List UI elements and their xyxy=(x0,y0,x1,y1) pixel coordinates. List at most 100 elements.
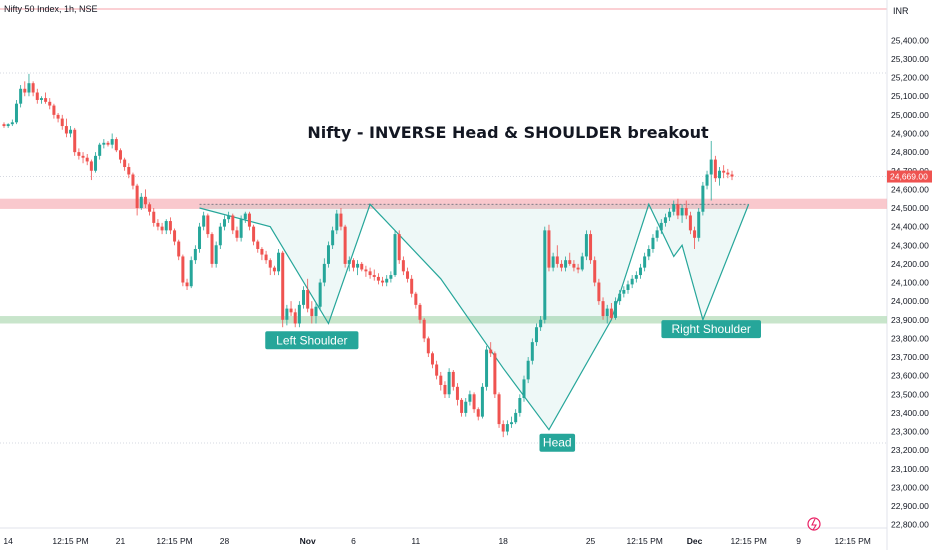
candle xyxy=(173,228,177,246)
candle xyxy=(89,159,93,181)
candle-body xyxy=(630,278,634,285)
price-axis[interactable]: 22,800.00 22,900.00 23,000.00 23,100.00 23,2… xyxy=(887,35,932,530)
candle-body xyxy=(564,260,568,268)
price-tick-label: 22,800.00 xyxy=(891,520,929,530)
candle-body xyxy=(289,308,293,313)
time-axis[interactable]: 14 12:15 PM 21 12:15 PM 28 Nov 6 11 18 25 12:15 PM… xyxy=(3,536,870,546)
candle xyxy=(289,301,293,317)
candle xyxy=(647,245,651,261)
candle xyxy=(572,260,576,272)
candle-body xyxy=(98,144,102,156)
candle-body xyxy=(406,271,410,279)
replay-icon[interactable] xyxy=(807,517,821,531)
candle xyxy=(372,269,376,281)
candle-body xyxy=(493,353,497,395)
candle xyxy=(543,226,547,324)
candle-body xyxy=(526,360,530,380)
candle xyxy=(339,208,343,231)
candle-body xyxy=(277,252,281,272)
candle xyxy=(302,286,306,309)
candle xyxy=(94,152,98,173)
candle-body xyxy=(460,399,464,413)
price-tick-label: 23,100.00 xyxy=(891,464,929,474)
candle-body xyxy=(609,308,613,318)
candle xyxy=(2,122,6,128)
pattern-label: Right Shoulder xyxy=(661,320,761,339)
candle xyxy=(697,208,701,242)
time-tick-label: 9 xyxy=(796,536,801,546)
candle xyxy=(56,113,60,123)
candle-body xyxy=(210,234,214,264)
candle xyxy=(522,375,526,402)
candle-body xyxy=(306,289,310,309)
candle xyxy=(680,204,684,223)
candle-body xyxy=(713,159,717,179)
candle xyxy=(198,222,202,253)
candle-body xyxy=(455,386,459,400)
candle xyxy=(709,140,713,201)
candle xyxy=(306,278,310,313)
time-tick-label: 12:15 PM xyxy=(834,536,870,546)
candle xyxy=(168,217,172,235)
price-tick-label: 24,500.00 xyxy=(891,203,929,213)
candle-body xyxy=(114,139,118,151)
candle xyxy=(27,73,31,97)
candle xyxy=(19,85,23,108)
price-tick-label: 22,900.00 xyxy=(891,501,929,511)
candle xyxy=(148,202,152,216)
price-tick-label: 23,700.00 xyxy=(891,352,929,362)
candle-body xyxy=(339,213,343,227)
candle xyxy=(435,360,439,380)
candle xyxy=(634,271,638,283)
candle xyxy=(468,390,472,406)
candle xyxy=(227,211,231,223)
candle-body xyxy=(718,170,722,179)
currency-label: INR xyxy=(893,6,909,16)
candle-body xyxy=(44,98,48,102)
candle-body xyxy=(281,252,285,320)
candle-body xyxy=(709,159,713,175)
grid xyxy=(0,0,888,550)
pattern-label-bg xyxy=(265,331,359,350)
candle xyxy=(651,234,655,253)
candle-body xyxy=(589,234,593,261)
time-tick-label: 14 xyxy=(3,536,13,546)
time-tick-label: 11 xyxy=(411,536,420,546)
candle xyxy=(347,256,351,272)
candle xyxy=(406,267,410,283)
candle-body xyxy=(326,245,330,264)
candle xyxy=(326,241,330,268)
candle-body xyxy=(6,124,10,127)
candle-body xyxy=(60,118,64,127)
candle xyxy=(584,230,588,261)
candle xyxy=(485,345,489,391)
candle-body xyxy=(198,226,202,249)
candle xyxy=(618,289,622,305)
pattern-label-bg xyxy=(661,320,761,339)
candle-body xyxy=(730,174,734,177)
candle xyxy=(464,398,468,417)
candle xyxy=(281,250,285,328)
candle xyxy=(501,420,505,438)
candle-body xyxy=(480,386,484,417)
candle-body xyxy=(181,256,185,283)
candle xyxy=(447,368,451,399)
zone-resistance xyxy=(0,198,887,209)
candle-body xyxy=(543,230,547,320)
candle xyxy=(44,92,48,104)
price-tick-label: 24,300.00 xyxy=(891,240,929,250)
candle xyxy=(376,273,380,285)
candle xyxy=(210,232,214,268)
candle-body xyxy=(356,263,360,268)
candle-body xyxy=(123,159,127,168)
candle-body xyxy=(597,282,601,302)
candle-body xyxy=(551,256,555,268)
candle xyxy=(243,211,247,223)
price-tick-label: 25,000.00 xyxy=(891,110,929,120)
candle-body xyxy=(435,364,439,376)
candle xyxy=(663,213,667,227)
price-tick-label: 24,000.00 xyxy=(891,296,929,306)
candle-body xyxy=(218,226,222,246)
candle xyxy=(69,126,73,138)
